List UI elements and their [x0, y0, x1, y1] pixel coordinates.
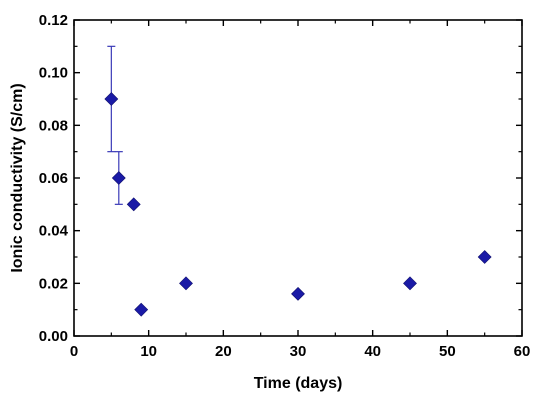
x-axis-title: Time (days)	[254, 375, 343, 392]
x-tick-label: 10	[140, 343, 157, 360]
data-point	[104, 92, 119, 106]
x-tick-label: 0	[70, 343, 78, 360]
x-tick-label: 20	[215, 343, 232, 360]
x-tick-label: 30	[290, 343, 307, 360]
plot-frame	[73, 19, 523, 337]
x-tick-label: 60	[514, 343, 531, 360]
y-tick-label: 0.00	[39, 328, 68, 345]
data-point	[111, 171, 126, 185]
y-axis-title: Ionic conductivity (S/cm)	[9, 83, 26, 272]
data-point	[126, 197, 141, 212]
y-tick-label: 0.12	[39, 12, 68, 29]
y-tick-label: 0.04	[39, 223, 69, 240]
y-tick-label: 0.08	[39, 117, 68, 134]
x-tick-label: 50	[439, 343, 456, 360]
data-point	[403, 276, 417, 291]
data-point	[477, 250, 492, 264]
y-tick-label: 0.06	[39, 170, 68, 187]
data-points-layer	[104, 92, 492, 317]
y-tick-label: 0.02	[39, 275, 68, 292]
x-tick-label: 40	[364, 343, 381, 360]
data-point	[134, 302, 149, 317]
y-tick-label: 0.10	[39, 65, 68, 82]
data-point	[179, 276, 193, 291]
ticks-layer: 0 10 20 30 40 50 60 0.00 0.02 0.04 0.06 0.08 0.10 0.1…	[39, 12, 531, 360]
data-point	[291, 286, 305, 301]
